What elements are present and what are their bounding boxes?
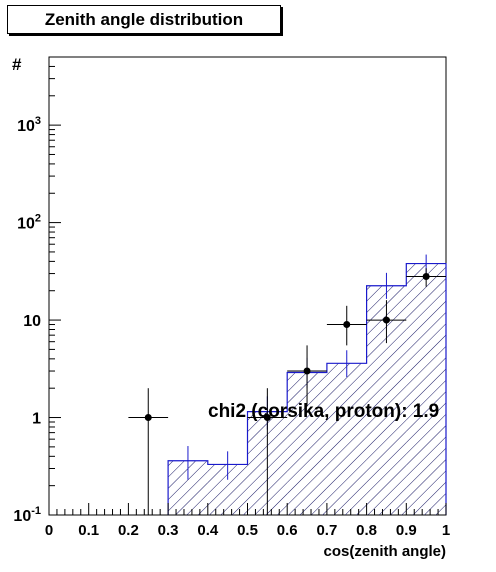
x-tick-label: 0.2 xyxy=(118,522,139,539)
chi2-annotation: chi2 (corsika, proton): 1.9 xyxy=(208,401,439,422)
x-tick-label: 0 xyxy=(45,522,53,539)
data-point-5 xyxy=(422,272,430,280)
y-tick-label: 1 xyxy=(32,411,41,428)
chart-title: Zenith angle distribution xyxy=(7,5,281,34)
data-point-1 xyxy=(263,414,271,422)
sim-bin-4 xyxy=(326,363,367,515)
x-tick-label: 0.7 xyxy=(316,522,337,539)
x-tick-label: 0.5 xyxy=(237,522,258,539)
y-tick-label: 103 xyxy=(17,115,41,135)
x-tick-label: 1 xyxy=(442,522,450,539)
y-tick-label: 10-1 xyxy=(13,505,41,525)
y-tick-label: 10 xyxy=(23,313,41,330)
sim-bin-6 xyxy=(406,263,446,515)
y-tick-label: 102 xyxy=(17,213,41,233)
x-axis-label: cos(zenith angle) xyxy=(323,543,446,560)
data-point-4 xyxy=(382,316,390,324)
data-point-2 xyxy=(303,367,311,375)
x-tick-label: 0.4 xyxy=(197,522,219,539)
x-tick-label: 0.6 xyxy=(277,522,298,539)
x-tick-label: 0.9 xyxy=(396,522,417,539)
x-tick-label: 0.8 xyxy=(356,522,377,539)
y-axis-label: # xyxy=(12,55,22,74)
data-point-3 xyxy=(343,321,351,329)
x-tick-label: 0.3 xyxy=(158,522,179,539)
x-tick-label: 0.1 xyxy=(78,522,99,539)
data-point-0 xyxy=(144,414,152,422)
